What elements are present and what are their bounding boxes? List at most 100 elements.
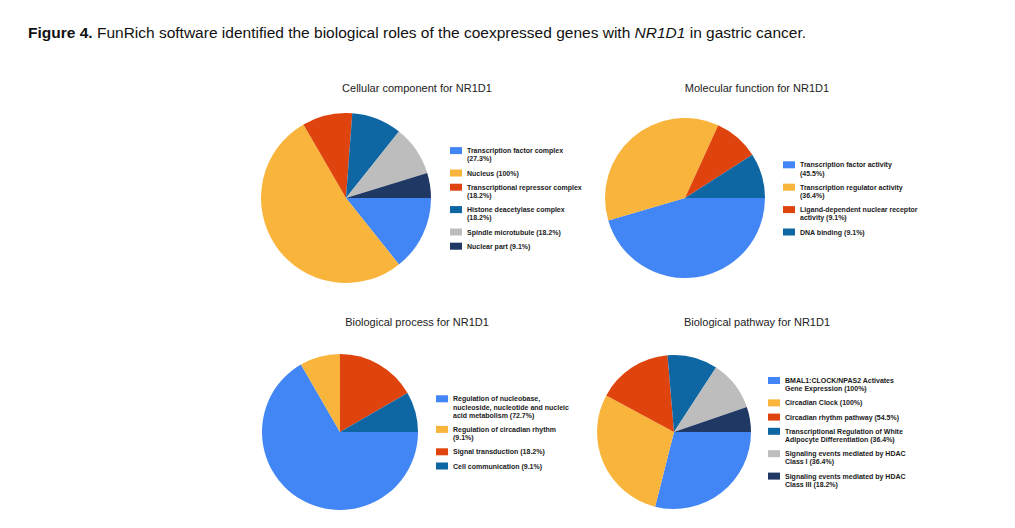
legend-label: Signaling events mediated by HDACClass I… [785,473,906,489]
legend-swatch [783,206,795,213]
pie [262,354,418,510]
legend-line: Spindle microtubule (18.2%) [467,229,561,237]
panel: Molecular function for NR1D1 Transcriptio… [605,82,918,278]
legend-line: Histone deacetylase complex [467,206,565,214]
legend-label: Nucleus (100%) [467,170,519,178]
panel: Cellular component for NR1D1 Transcriptio… [261,82,582,283]
legend-label: Spindle microtubule (18.2%) [467,229,561,237]
legend-label: Ligand-dependent nuclear receptoractivit… [800,206,918,222]
legend-line: Transcription regulator activity [800,184,903,192]
legend-line: (27.3%) [467,155,492,163]
legend-line: Class I (36.4%) [785,458,834,466]
legend-swatch [450,147,462,154]
legend-line: activity (9.1%) [800,214,847,222]
legend-line: Gene Expression (100%) [785,385,867,393]
legend: Regulation of nucleobase,nucleoside, nuc… [436,395,569,470]
legend-swatch [768,399,780,406]
legend-line: Regulation of circadian rhythm [453,426,556,434]
chart-title: Cellular component for NR1D1 [342,82,492,94]
legend-label: Signaling events mediated by HDACClass I… [785,450,906,466]
legend-line: Transcription factor complex [467,147,563,155]
pie-slice [606,355,674,432]
legend-swatch [450,229,462,236]
legend-line: nucleoside, nucleotide and nucleic [453,404,569,412]
legend-swatch [768,377,780,384]
legend-swatch [783,184,795,191]
caption-gene: NR1D1 [635,24,686,41]
legend-label: Regulation of nucleobase,nucleoside, nuc… [453,395,569,419]
pie-slice [301,354,340,432]
legend-swatch [783,161,795,168]
legend-label: DNA binding (9.1%) [800,229,865,237]
legend-label: Transcriptional repressor complex(18.2%) [467,184,582,200]
legend-line: acid metabolism (72.7%) [453,412,534,420]
legend-line: Nucleus (100%) [467,170,519,178]
legend-swatch [768,428,780,435]
legend-label: Regulation of circadian rhythm(9.1%) [453,426,556,442]
pie-slice [674,407,751,432]
chart-title: Biological pathway for NR1D1 [684,316,830,328]
pie-slice [346,173,431,198]
legend-label: Cell communication (9.1%) [453,463,542,471]
legend-line: DNA binding (9.1%) [800,229,865,237]
caption: Figure 4. FunRich software identified th… [28,24,806,41]
legend: Transcription factor activity(45.5%)Tran… [783,161,918,236]
legend-line: (18.2%) [467,214,492,222]
legend-line: Transcriptional repressor complex [467,184,582,192]
figure: Figure 4. FunRich software identified th… [0,0,1015,528]
legend-line: Transcriptional Regulation of White [785,428,903,436]
legend-swatch [436,463,448,470]
legend-line: BMAL1:CLOCK/NPAS2 Activates [785,377,894,384]
legend-label: BMAL1:CLOCK/NPAS2 ActivatesGene Expressi… [785,377,894,393]
legend-line: Transcription factor activity [800,161,892,169]
legend: Transcription factor complex(27.3%) Nucle… [450,147,582,251]
legend-line: Signal transduction (18.2%) [453,448,545,456]
legend-swatch [436,426,448,433]
legend-swatch [450,184,462,191]
legend: BMAL1:CLOCK/NPAS2 ActivatesGene Expressi… [768,377,906,489]
legend-line: Circadian Clock (100%) [785,399,862,407]
legend-line: Class III (18.2%) [785,481,838,489]
legend-label: Circadian Clock (100%) [785,399,862,407]
legend-label: Transcription regulator activity(36.4%) [800,184,903,200]
pie [261,113,431,283]
legend-swatch [768,414,780,421]
pie-slice [340,393,418,432]
legend-line: Ligand-dependent nuclear receptor [800,206,918,214]
legend-line: (36.4%) [800,192,825,200]
legend-line: Cell communication (9.1%) [453,463,542,471]
legend-label: Nuclear part (9.1%) [467,243,530,251]
legend-label: Signal transduction (18.2%) [453,448,545,456]
legend-line: Signaling events mediated by HDAC [785,473,906,481]
caption-label: Figure 4. [28,24,93,41]
chart-title: Biological process for NR1D1 [345,316,489,328]
legend-line: (9.1%) [453,434,474,442]
panel: Biological process for NR1D1 Regulation o… [262,316,569,510]
legend-swatch [768,473,780,480]
legend-label: Histone deacetylase complex(18.2%) [467,206,565,222]
legend-line: Regulation of nucleobase, [453,395,540,403]
legend-swatch [450,243,462,250]
panel: Biological pathway for NR1D1 BMAL1:CLOCK/… [597,316,906,509]
legend-line: Circadian rhythm pathway (54.5%) [785,414,899,422]
caption-text: FunRich software identified the biologic… [97,24,635,41]
legend-swatch [450,170,462,177]
legend-line: Adipocyte Differentiation (36.4%) [785,436,895,444]
pie [597,355,751,509]
legend-swatch [450,206,462,213]
pie-slice [303,113,352,198]
pie-slice [685,155,765,198]
legend-swatch [768,450,780,457]
legend-label: Transcription factor complex(27.3%) [467,147,563,163]
legend-label: Transcription factor activity(45.5%) [800,161,892,177]
legend-line: Signaling events mediated by HDAC [785,450,906,458]
legend-swatch [436,448,448,455]
pie [605,118,765,278]
chart-title: Molecular function for NR1D1 [685,82,829,94]
legend-line: (18.2%) [467,192,492,200]
legend-line: Nuclear part (9.1%) [467,243,530,251]
legend-label: Circadian rhythm pathway (54.5%) [785,414,899,422]
caption-text: in gastric cancer. [685,24,806,41]
legend-swatch [436,395,448,402]
legend-label: Transcriptional Regulation of WhiteAdipo… [785,428,903,444]
